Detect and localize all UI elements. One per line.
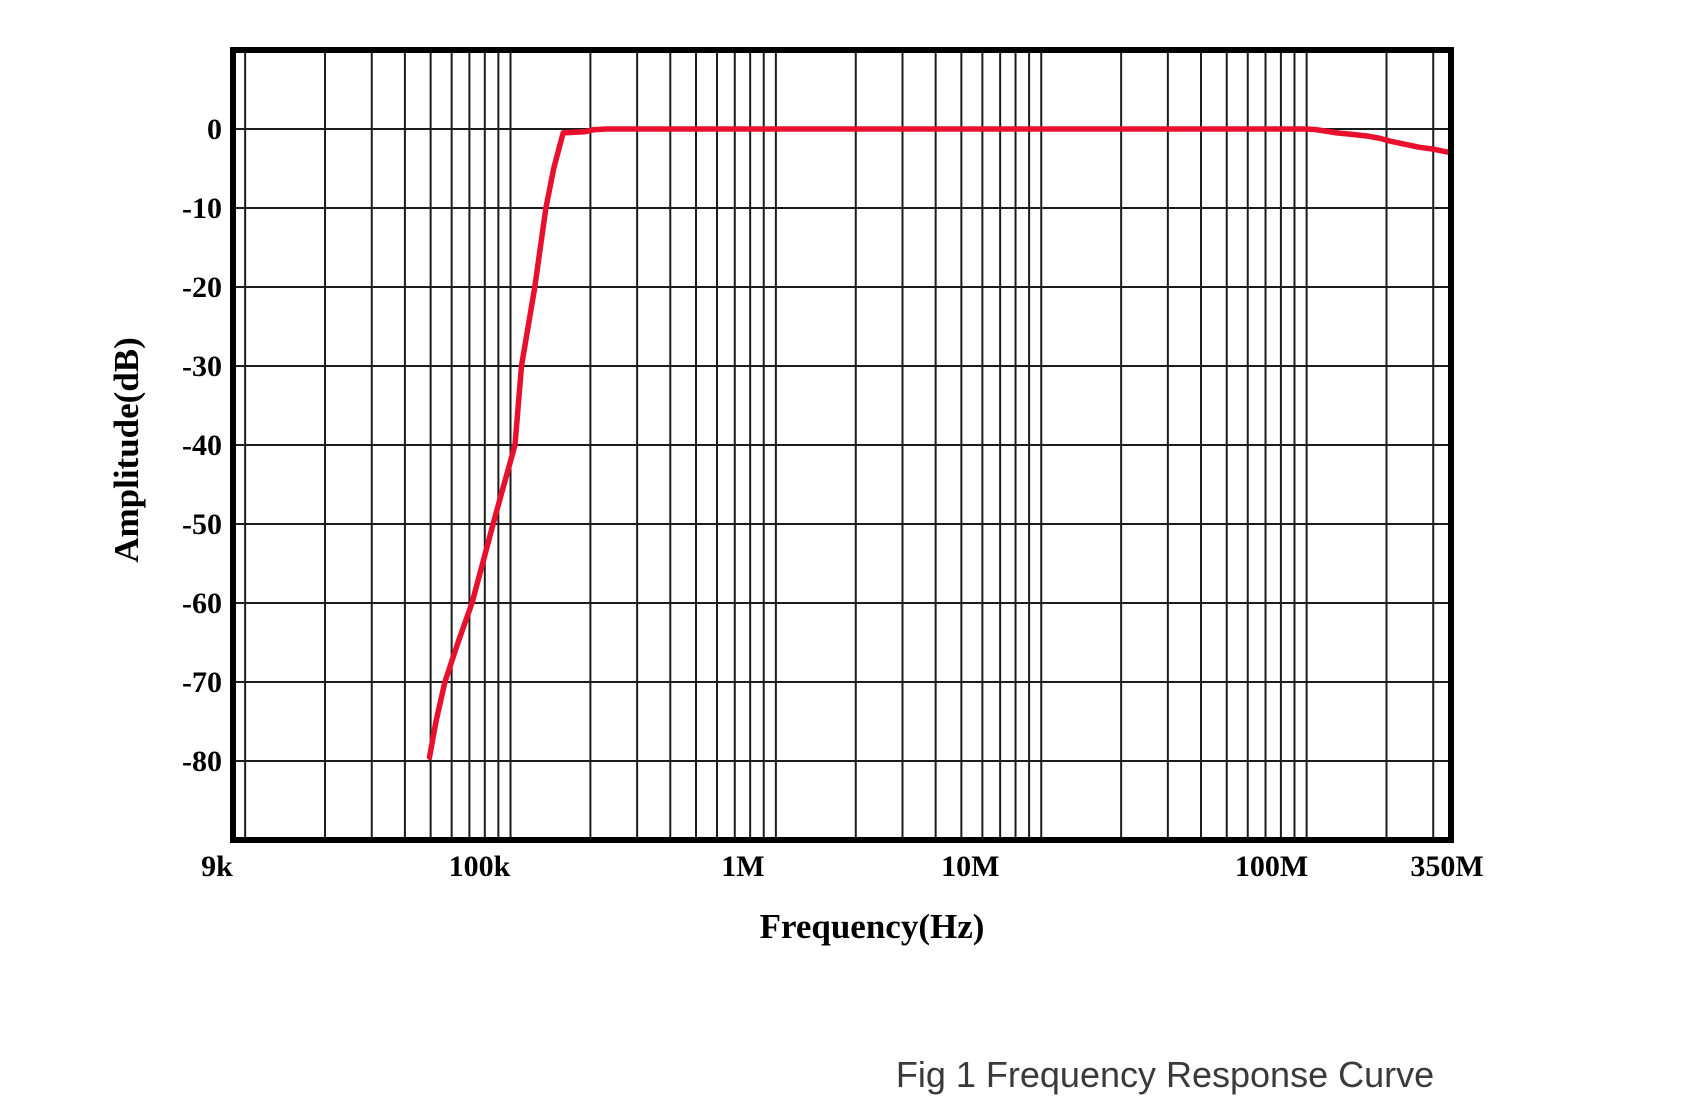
tick-layer: 9k 100k 1M 10M 100M 350M 0 -10 -20 -30 -40 -50 -60 -7…: [182, 113, 1484, 883]
x-tick-label: 10M: [941, 850, 999, 883]
y-axis-title: Amplitude(dB): [107, 337, 146, 563]
grid-layer: [233, 50, 1451, 840]
x-tick-label: 100M: [1235, 850, 1308, 883]
x-tick-label: 9k: [201, 850, 233, 883]
x-axis-title: Frequency(Hz): [760, 907, 985, 946]
y-tick-label: -80: [182, 745, 222, 778]
y-tick-label: -50: [182, 508, 222, 541]
plot-frame: [230, 47, 1454, 843]
y-tick-label: -70: [182, 666, 222, 699]
y-tick-label: -20: [182, 271, 222, 304]
y-tick-label: -30: [182, 350, 222, 383]
x-tick-label: 350M: [1410, 850, 1483, 883]
y-tick-label: 0: [207, 113, 222, 146]
y-tick-label: -10: [182, 192, 222, 225]
figure-caption: Fig 1 Frequency Response Curve: [896, 1054, 1434, 1095]
x-tick-label: 1M: [721, 850, 764, 883]
response-curve: [426, 126, 1454, 760]
y-tick-label: -60: [182, 587, 222, 620]
y-tick-label: -40: [182, 429, 222, 462]
curve-layer: [426, 126, 1454, 760]
x-tick-label: 100k: [449, 850, 511, 883]
